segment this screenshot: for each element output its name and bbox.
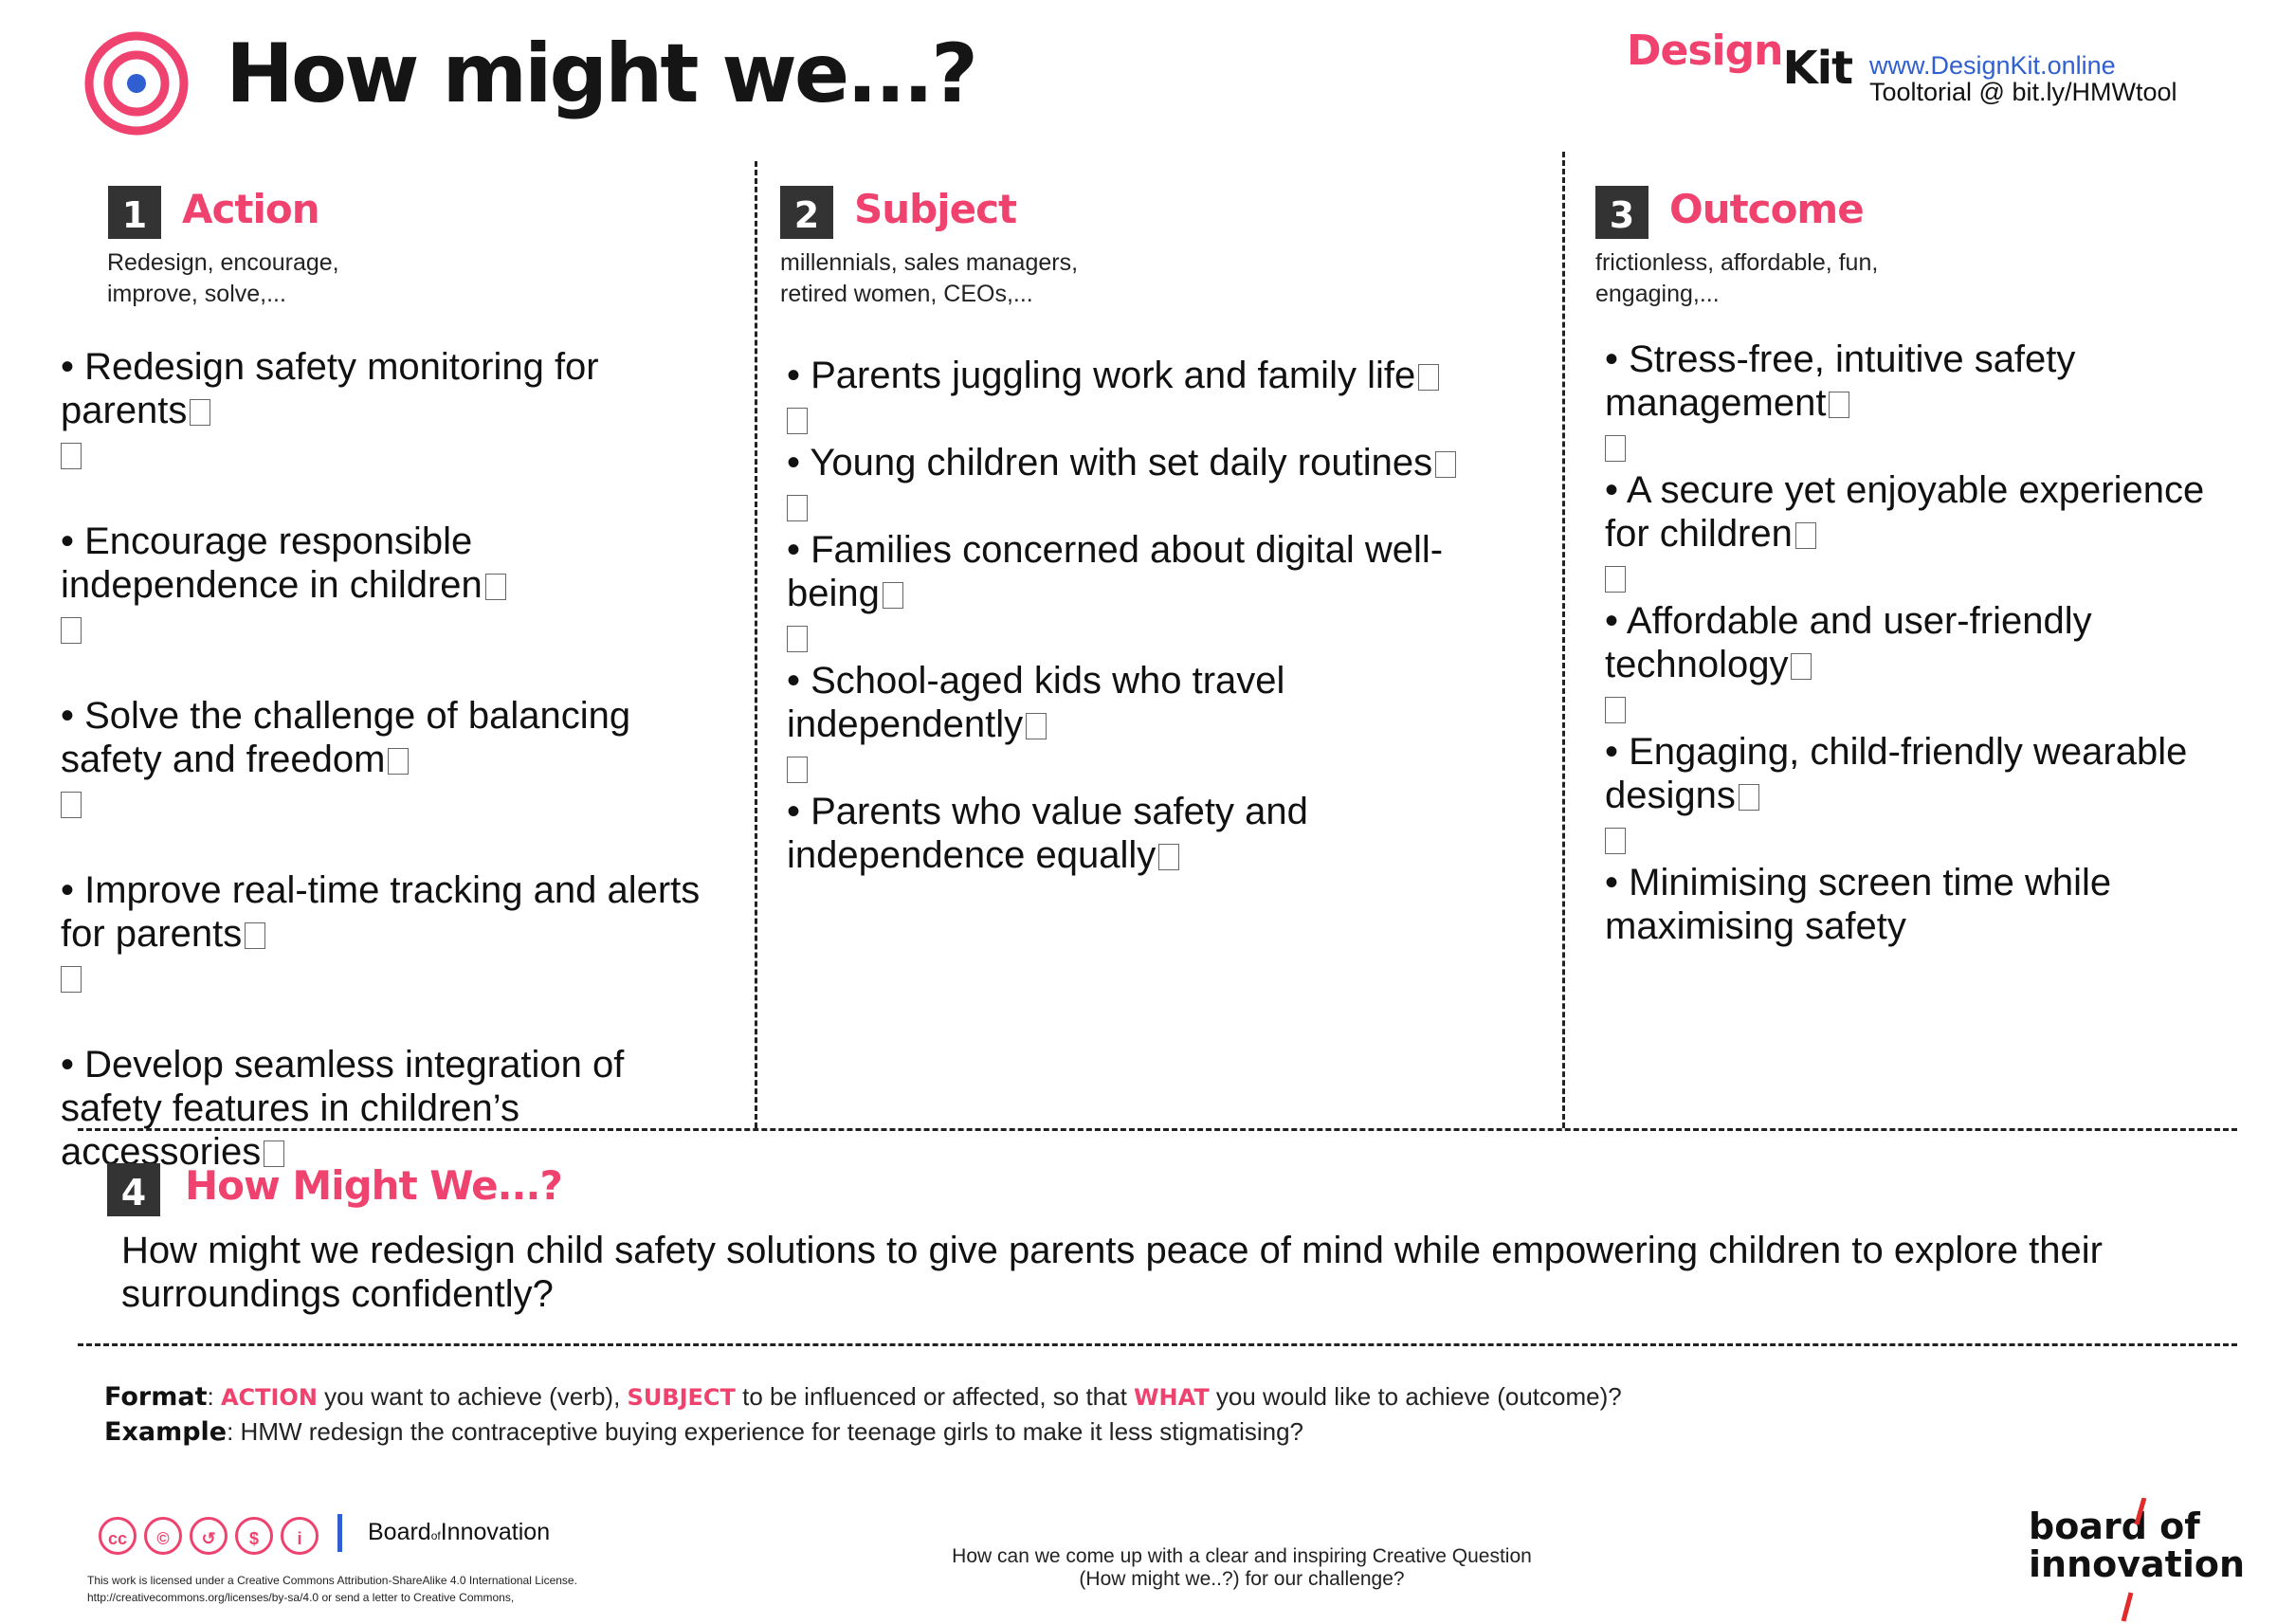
list-item: • School-aged kids who travel independen… <box>787 659 1526 790</box>
section-3-hint: frictionless, affordable, fun, engaging,… <box>1595 247 1878 310</box>
hint-line: improve, solve,... <box>107 281 286 307</box>
section-1-hint: Redesign, encourage, improve, solve,... <box>107 247 339 310</box>
hint-line: engaging,... <box>1595 281 1720 307</box>
section-4-number: 4 <box>107 1163 160 1216</box>
hmw-question: How might we redesign child safety solut… <box>121 1230 2103 1315</box>
target-icon <box>84 31 189 136</box>
list-item: • Redesign safety monitoring for parents <box>61 345 705 476</box>
designkit-logo: DesignKit <box>1627 27 1853 95</box>
divider-2 <box>1562 152 1565 1128</box>
hint-line: millennials, sales managers, <box>780 249 1079 276</box>
list-item: • Stress-free, intuitive safety manageme… <box>1605 338 2249 468</box>
license-text: This work is licensed under a Creative C… <box>87 1574 577 1604</box>
hint-line: frictionless, affordable, fun, <box>1595 249 1879 276</box>
divider-top <box>78 1128 2237 1131</box>
example-line: Example: HMW redesign the contraceptive … <box>104 1417 1303 1447</box>
list-item: • Parents who value safety and independe… <box>787 791 1308 876</box>
by-icon: © <box>144 1517 182 1555</box>
brand-kit-text: Kit <box>1782 42 1853 95</box>
divider-bottom <box>78 1343 2237 1346</box>
list-item: • Improve real-time tracking and alerts … <box>61 868 705 999</box>
section-2-title: Subject <box>854 186 1017 232</box>
action-list: • Redesign safety monitoring for parents… <box>61 345 705 1174</box>
section-3-number: 3 <box>1595 186 1648 239</box>
format-line: Format: ACTION you want to achieve (verb… <box>104 1382 1622 1412</box>
nc-icon: $ <box>235 1517 273 1555</box>
list-item: • Parents juggling work and family life <box>787 354 1526 441</box>
section-2-hint: millennials, sales managers, retired wom… <box>780 247 1078 310</box>
brand-design-text: Design <box>1627 27 1783 75</box>
footer-question: How can we come up with a clear and insp… <box>952 1545 1532 1590</box>
outcome-list: • Stress-free, intuitive safety manageme… <box>1605 338 2249 948</box>
list-item: • Encourage responsible independence in … <box>61 520 705 650</box>
divider-1 <box>755 161 757 1128</box>
section-1-title: Action <box>182 186 320 232</box>
section-3-title: Outcome <box>1669 186 1865 232</box>
section-2-number: 2 <box>780 186 833 239</box>
board-of-innovation-logo: board of innovation <box>2029 1505 2245 1585</box>
list-item: • Affordable and user-friendly technolog… <box>1605 599 2249 730</box>
section-1-number: 1 <box>108 186 161 239</box>
board-of-innovation-wordmark: BoardofInnovation <box>368 1519 551 1545</box>
list-item: • Engaging, child-friendly wearable desi… <box>1605 730 2249 861</box>
logo-slash-icon <box>2121 1498 2147 1622</box>
list-item: • A secure yet enjoyable experience for … <box>1605 468 2249 599</box>
section-4-title: How Might We...? <box>185 1162 563 1209</box>
subject-list: • Parents juggling work and family life … <box>787 354 1526 877</box>
attribution-icon: i <box>281 1517 319 1555</box>
website-link[interactable]: www.DesignKit.online <box>1869 51 2116 80</box>
hint-line: Redesign, encourage, <box>107 249 339 276</box>
list-item: • Minimising screen time while maximisin… <box>1605 862 2112 947</box>
list-item: • Solve the challenge of balancing safet… <box>61 694 705 825</box>
footer-separator <box>337 1514 342 1552</box>
tooltorial-link[interactable]: Tooltorial @ bit.ly/HMWtool <box>1869 78 2177 106</box>
list-item: • Families concerned about digital well-… <box>787 528 1526 659</box>
list-item: • Young children with set daily routines <box>787 441 1526 528</box>
cc-icon: cc <box>99 1517 137 1555</box>
list-item: • Develop seamless integration of safety… <box>61 1044 625 1173</box>
page-title: How might we...? <box>226 27 978 121</box>
sa-icon: ↺ <box>190 1517 228 1555</box>
format-guide: Format: ACTION you want to achieve (verb… <box>104 1379 1622 1450</box>
hint-line: retired women, CEOs,... <box>780 281 1033 307</box>
